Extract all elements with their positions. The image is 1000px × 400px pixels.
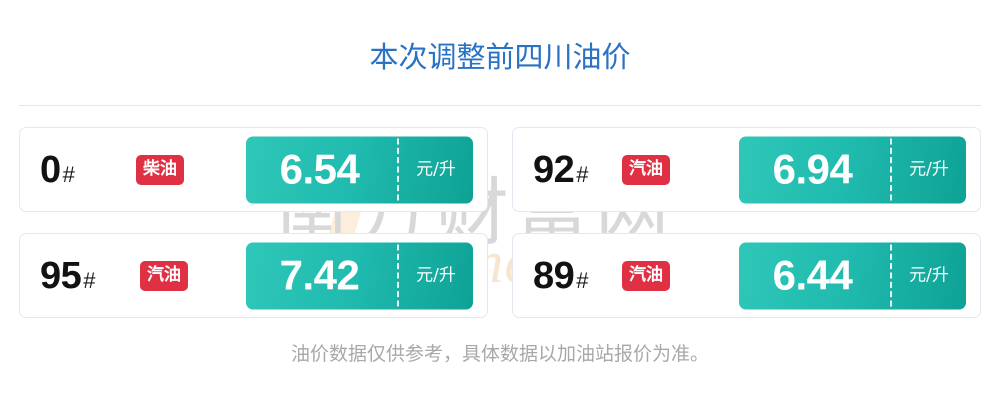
fuel-grade-number: 0 — [40, 148, 61, 191]
fuel-type-badge: 汽油 — [622, 260, 670, 291]
price-divider — [890, 138, 892, 201]
fuel-grade-number: 92 — [533, 148, 575, 191]
fuel-type-badge: 柴油 — [136, 154, 184, 185]
price-value: 6.94 — [772, 145, 853, 193]
fuel-grade: 0 # — [40, 150, 75, 190]
price-panel: 6.54 元/升 — [246, 136, 473, 203]
price-value: 7.42 — [279, 251, 360, 299]
price-card-gasoline-92[interactable]: 92 # 汽油 6.94 元/升 — [512, 127, 981, 212]
price-divider — [397, 138, 399, 201]
price-unit: 元/升 — [416, 159, 456, 180]
price-value: 6.54 — [279, 145, 360, 193]
price-card-row: 0 # 柴油 6.54 元/升 92 # 汽油 6.94 — [19, 127, 981, 212]
hash-symbol: # — [576, 161, 589, 187]
fuel-grade: 95 # — [40, 256, 96, 296]
header-divider — [19, 105, 981, 106]
price-value: 6.44 — [772, 251, 853, 299]
disclaimer-text: 油价数据仅供参考，具体数据以加油站报价为准。 — [290, 343, 709, 365]
fuel-type-badge: 汽油 — [140, 260, 188, 291]
fuel-type-badge: 汽油 — [622, 154, 670, 185]
price-divider — [397, 244, 399, 307]
hash-symbol: # — [62, 161, 75, 187]
fuel-grade-number: 95 — [40, 254, 82, 297]
price-card-gasoline-89[interactable]: 89 # 汽油 6.44 元/升 — [512, 233, 981, 318]
price-panel: 7.42 元/升 — [246, 242, 473, 309]
price-unit: 元/升 — [416, 265, 456, 286]
hash-symbol: # — [83, 267, 96, 293]
price-panel: 6.94 元/升 — [739, 136, 966, 203]
price-card-gasoline-95[interactable]: 95 # 汽油 7.42 元/升 — [19, 233, 488, 318]
price-unit: 元/升 — [909, 159, 949, 180]
price-card-row: 95 # 汽油 7.42 元/升 89 # 汽油 6.44 — [19, 233, 981, 318]
hash-symbol: # — [576, 267, 589, 293]
fuel-grade: 89 # — [533, 256, 589, 296]
price-panel: 6.44 元/升 — [739, 242, 966, 309]
price-card-diesel-0[interactable]: 0 # 柴油 6.54 元/升 — [19, 127, 488, 212]
fuel-grade: 92 # — [533, 150, 589, 190]
fuel-grade-number: 89 — [533, 254, 575, 297]
price-unit: 元/升 — [909, 265, 949, 286]
page-title: 本次调整前四川油价 — [369, 40, 631, 74]
price-card-grid: 0 # 柴油 6.54 元/升 92 # 汽油 6.94 — [19, 127, 981, 318]
price-divider — [890, 244, 892, 307]
